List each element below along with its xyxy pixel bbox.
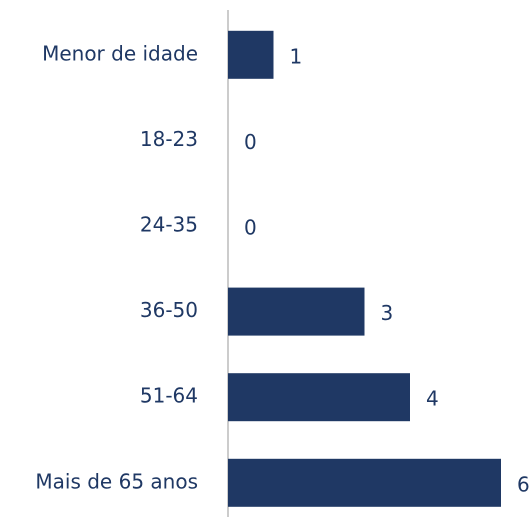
value-label: 3	[381, 301, 394, 325]
bar	[228, 373, 410, 422]
category-label: Mais de 65 anos	[35, 469, 198, 493]
category-label: 18-23	[140, 127, 198, 151]
value-label: 0	[244, 216, 257, 240]
value-label: 1	[290, 44, 303, 68]
value-label: 0	[244, 130, 257, 154]
category-label: Menor de idade	[42, 41, 198, 65]
bar	[228, 458, 501, 507]
category-label: 36-50	[140, 298, 198, 322]
category-label: 51-64	[140, 384, 198, 408]
value-label: 6	[517, 472, 530, 496]
value-label: 4	[426, 387, 439, 411]
category-label: 24-35	[140, 213, 198, 237]
bar	[228, 287, 365, 336]
bar	[228, 30, 274, 79]
